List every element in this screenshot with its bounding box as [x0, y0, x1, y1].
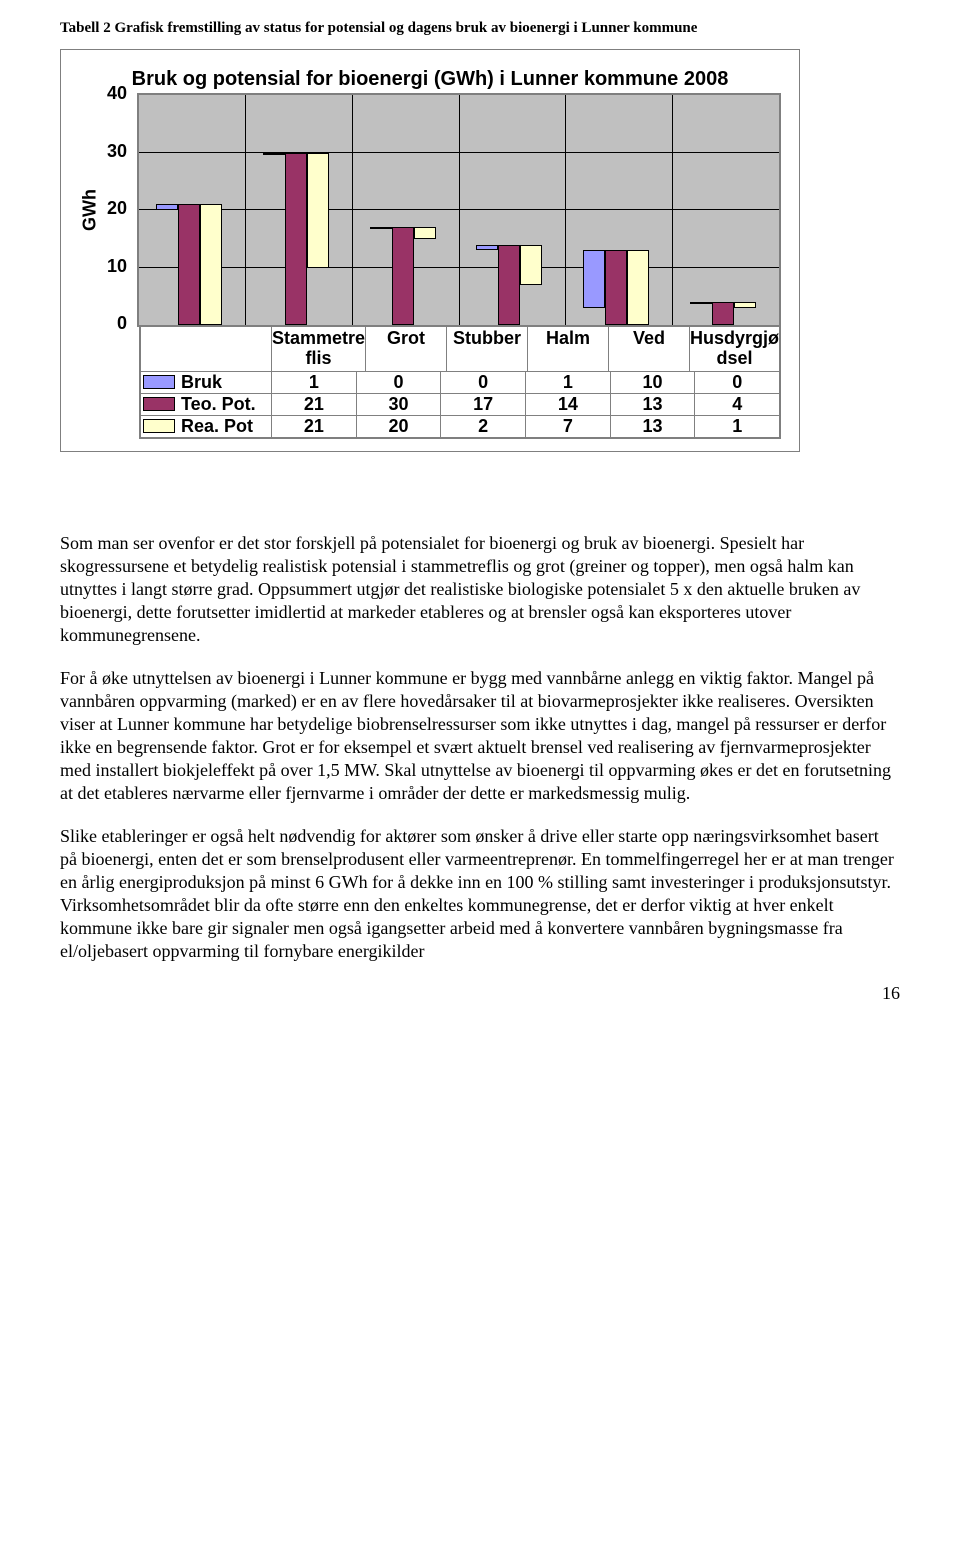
data-cell: 0 [441, 372, 526, 393]
chart-bar [414, 227, 436, 239]
chart-bar [734, 302, 756, 308]
chart-bar [370, 227, 392, 229]
chart-container: Bruk og potensial for bioenergi (GWh) i … [60, 49, 800, 452]
chart-bar [498, 245, 520, 326]
category-header: Stammetre flis [272, 327, 366, 371]
legend-swatch [143, 397, 175, 411]
series-name: Teo. Pot. [181, 394, 256, 415]
body-paragraph-3: Slike etableringer er også helt nødvendi… [60, 825, 900, 963]
category-header: Ved [609, 327, 690, 371]
series-legend: Rea. Pot [143, 416, 271, 437]
chart-category [139, 95, 246, 325]
chart-category [246, 95, 353, 325]
data-cell: 1 [526, 372, 611, 393]
chart-bar [690, 302, 712, 304]
table-caption: Tabell 2 Grafisk fremstilling av status … [60, 20, 900, 37]
chart-bar [178, 204, 200, 325]
category-header: Stubber [447, 327, 528, 371]
y-axis-label: GWh [79, 93, 101, 327]
data-cell: 21 [272, 416, 357, 437]
series-name: Rea. Pot [181, 416, 253, 437]
data-cell: 20 [357, 416, 442, 437]
category-header: Halm [528, 327, 609, 371]
chart-category [353, 95, 460, 325]
body-paragraph-2: For å øke utnyttelsen av bioenergi i Lun… [60, 667, 900, 805]
data-cell: 30 [357, 394, 442, 415]
legend-swatch [143, 419, 175, 433]
chart-bar [476, 245, 498, 251]
chart-title: Bruk og potensial for bioenergi (GWh) i … [79, 68, 781, 91]
data-cell: 13 [611, 394, 696, 415]
data-cell: 0 [695, 372, 779, 393]
data-cell: 4 [695, 394, 779, 415]
series-name: Bruk [181, 372, 222, 393]
chart-category [673, 95, 779, 325]
chart-bar [712, 302, 734, 325]
chart-bar [156, 204, 178, 210]
chart-bar [627, 250, 649, 325]
y-axis-ticks: 403020100 [107, 93, 131, 323]
chart-plot-area [137, 93, 781, 327]
chart-bar [392, 227, 414, 325]
legend-swatch [143, 375, 175, 389]
page-number: 16 [60, 983, 900, 1004]
category-header: Grot [366, 327, 447, 371]
chart-category [566, 95, 673, 325]
data-cell: 1 [695, 416, 779, 437]
chart-bar [307, 153, 329, 268]
series-legend: Bruk [143, 372, 271, 393]
data-cell: 21 [272, 394, 357, 415]
chart-category [460, 95, 567, 325]
data-cell: 14 [526, 394, 611, 415]
body-paragraph-1: Som man ser ovenfor er det stor forskjel… [60, 532, 900, 647]
data-cell: 1 [272, 372, 357, 393]
chart-bar [200, 204, 222, 325]
chart-data-table: Stammetre flisGrotStubberHalmVedHusdyrgj… [139, 327, 781, 439]
data-cell: 0 [357, 372, 442, 393]
chart-bar [583, 250, 605, 308]
chart-bar [605, 250, 627, 325]
data-cell: 17 [441, 394, 526, 415]
data-cell: 2 [441, 416, 526, 437]
series-legend: Teo. Pot. [143, 394, 271, 415]
chart-bar [520, 245, 542, 285]
data-cell: 7 [526, 416, 611, 437]
category-header: Husdyrgjø dsel [690, 327, 779, 371]
chart-bar [263, 153, 285, 155]
data-cell: 10 [611, 372, 696, 393]
data-cell: 13 [611, 416, 696, 437]
chart-bar [285, 153, 307, 326]
